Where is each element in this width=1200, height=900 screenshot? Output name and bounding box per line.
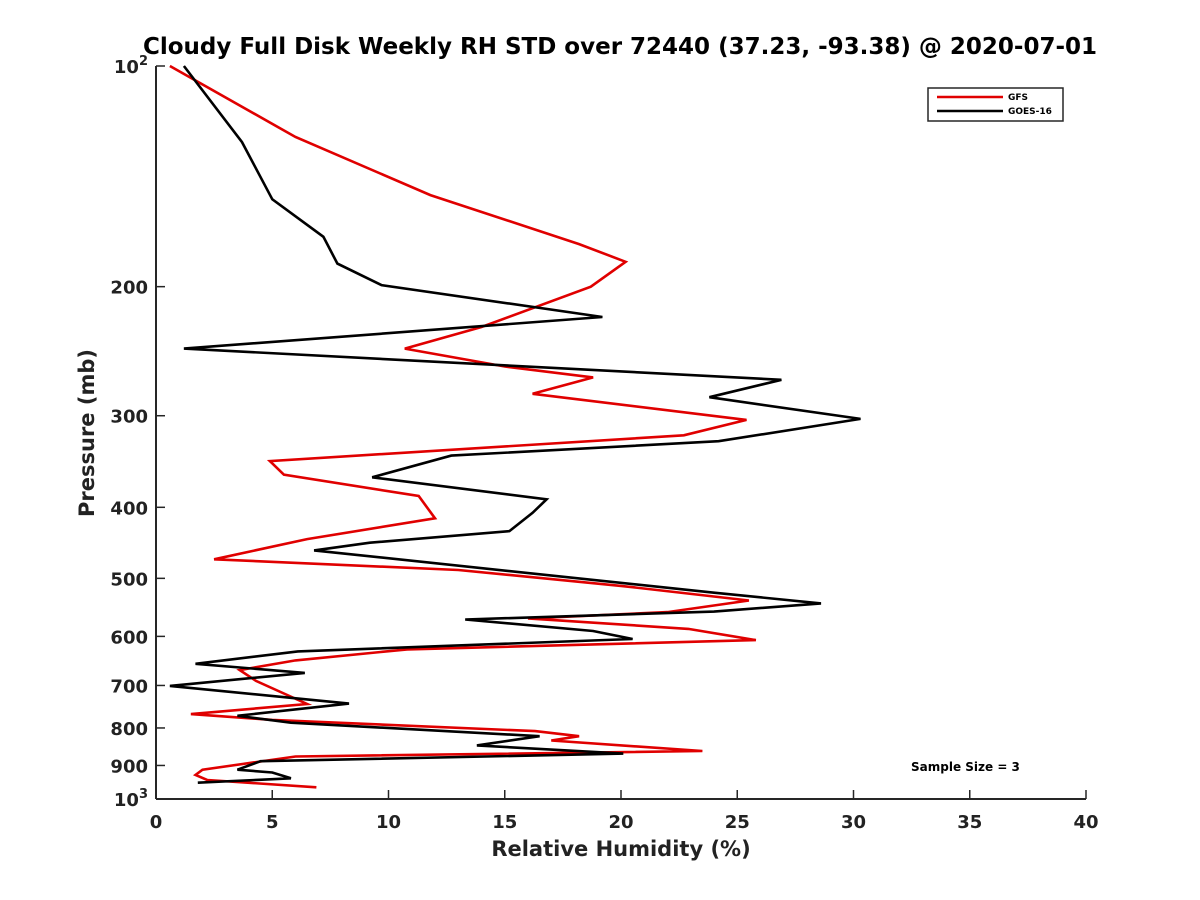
sample-size-annotation: Sample Size = 3 bbox=[911, 760, 1020, 774]
legend: GFS GOES-16 bbox=[927, 87, 1064, 122]
series-goes-16 bbox=[169, 65, 861, 784]
y-tick-label: 600 bbox=[110, 627, 148, 648]
x-tick-label: 10 bbox=[376, 812, 401, 833]
series-gfs bbox=[169, 64, 757, 789]
y-tick-label: 800 bbox=[110, 719, 148, 740]
x-tick-label: 15 bbox=[492, 812, 517, 833]
x-tick-label: 35 bbox=[957, 812, 982, 833]
x-tick-label: 0 bbox=[150, 812, 163, 833]
y-axis-label: Pressure (mb) bbox=[75, 349, 99, 517]
series-line-goes-16 bbox=[169, 65, 861, 784]
chart-title: Cloudy Full Disk Weekly RH STD over 7244… bbox=[143, 34, 1097, 60]
legend-label-goes-16: GOES-16 bbox=[1008, 107, 1052, 117]
y-tick-label: 102 bbox=[114, 54, 148, 78]
x-tick-label: 40 bbox=[1073, 812, 1098, 833]
legend-label-gfs: GFS bbox=[1008, 93, 1028, 103]
x-tick-label: 20 bbox=[608, 812, 633, 833]
x-tick-label: 5 bbox=[266, 812, 279, 833]
y-tick-label: 700 bbox=[110, 676, 148, 697]
y-tick-label: 400 bbox=[110, 498, 148, 519]
x-tick-label: 25 bbox=[725, 812, 750, 833]
plot-frame bbox=[155, 66, 1086, 800]
y-tick-label: 500 bbox=[110, 569, 148, 590]
x-axis: 0 5 10 15 20 25 30 35 40 bbox=[150, 790, 1099, 833]
x-axis-label: Relative Humidity (%) bbox=[491, 837, 750, 861]
x-tick-label: 30 bbox=[841, 812, 866, 833]
y-axis: 102 200 300 400 500 600 700 800 900 103 bbox=[110, 54, 165, 811]
y-tick-label: 200 bbox=[110, 278, 148, 299]
series-layer bbox=[169, 64, 861, 789]
series-line-gfs bbox=[169, 64, 757, 789]
legend-box bbox=[927, 87, 1064, 122]
y-tick-label: 900 bbox=[110, 756, 148, 777]
y-tick-label: 103 bbox=[114, 787, 148, 811]
y-tick-label: 300 bbox=[110, 407, 148, 428]
